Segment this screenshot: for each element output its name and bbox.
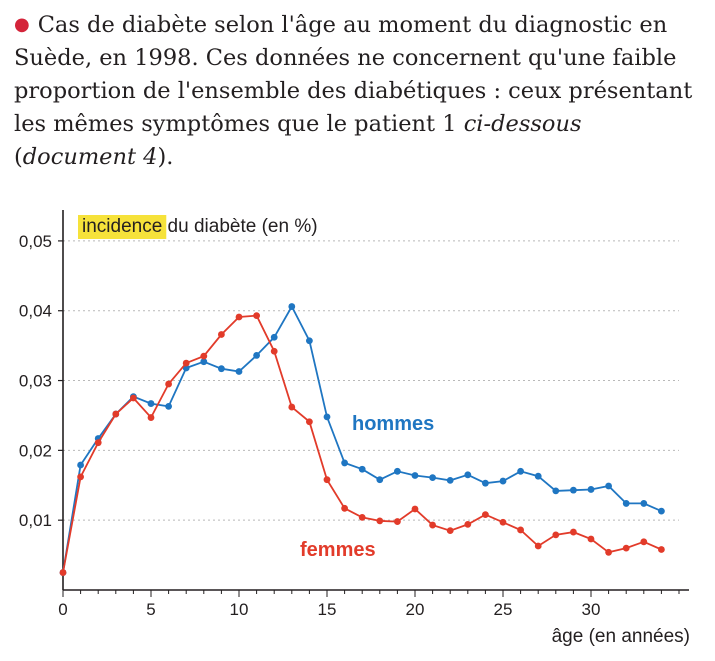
y-tick-label: 0,03 bbox=[19, 372, 52, 391]
data-point-hommes bbox=[253, 352, 260, 359]
data-point-hommes bbox=[534, 472, 542, 480]
data-point-femmes bbox=[253, 312, 260, 320]
data-point-femmes bbox=[640, 538, 648, 546]
data-point-femmes bbox=[394, 518, 401, 525]
data-point-femmes bbox=[482, 511, 489, 518]
data-point-femmes bbox=[59, 569, 67, 576]
data-point-femmes bbox=[499, 518, 507, 526]
ticks: 0,01 0,02 0,03 0,04 0,05 0 5 10 15 20 25 30 bbox=[19, 232, 680, 619]
data-point-femmes bbox=[77, 473, 84, 481]
data-point-femmes bbox=[605, 548, 612, 556]
y-axis-title-rest: du diabète (en %) bbox=[162, 216, 317, 237]
data-point-femmes bbox=[182, 359, 190, 367]
series-label-hommes: hommes bbox=[352, 413, 434, 435]
data-point-hommes bbox=[218, 365, 225, 373]
data-point-hommes bbox=[464, 471, 472, 479]
data-point-femmes bbox=[429, 521, 436, 529]
x-tick-label: 20 bbox=[406, 600, 425, 619]
caption-text-end: ). bbox=[157, 144, 174, 170]
data-point-hommes bbox=[605, 482, 612, 490]
data-point-femmes bbox=[570, 528, 577, 536]
y-tick-label: 0,05 bbox=[19, 232, 52, 251]
x-tick-label: 0 bbox=[58, 600, 67, 619]
y-tick-label: 0,01 bbox=[19, 511, 52, 530]
data-point-femmes bbox=[235, 313, 243, 321]
data-point-hommes bbox=[306, 337, 313, 345]
data-point-hommes bbox=[570, 486, 577, 494]
data-point-hommes bbox=[341, 459, 348, 467]
data-point-femmes bbox=[130, 394, 137, 402]
caption-document-ref: document 4 bbox=[22, 144, 158, 170]
data-point-femmes bbox=[306, 418, 313, 426]
y-tick-label: 0,02 bbox=[19, 441, 52, 460]
data-point-femmes bbox=[534, 542, 542, 550]
data-point-femmes bbox=[288, 403, 296, 411]
data-point-hommes bbox=[394, 467, 401, 475]
data-point-hommes bbox=[622, 500, 630, 507]
data-point-hommes bbox=[376, 476, 384, 484]
data-point-hommes bbox=[270, 333, 278, 341]
data-point-hommes bbox=[429, 474, 436, 481]
x-tick-label: 10 bbox=[230, 600, 249, 619]
data-point-femmes bbox=[587, 535, 595, 543]
data-point-hommes bbox=[499, 477, 507, 485]
data-point-femmes bbox=[517, 526, 524, 534]
data-point-femmes bbox=[552, 531, 560, 539]
data-point-femmes bbox=[658, 546, 665, 553]
x-axis-title: âge (en années) bbox=[552, 626, 690, 647]
figure-caption: ● Cas de diabète selon l'âge au moment du… bbox=[14, 8, 704, 174]
data-point-femmes bbox=[376, 517, 384, 525]
data-point-femmes bbox=[464, 520, 472, 528]
bullet-icon: ● bbox=[14, 14, 30, 35]
data-point-femmes bbox=[112, 410, 120, 418]
data-point-femmes bbox=[341, 504, 348, 512]
data-point-femmes bbox=[446, 527, 454, 535]
data-point-hommes bbox=[200, 358, 208, 366]
data-point-hommes bbox=[587, 486, 595, 493]
data-point-femmes bbox=[200, 352, 208, 360]
ylabel-highlight bbox=[78, 215, 167, 239]
axes bbox=[62, 210, 689, 591]
data-point-hommes bbox=[77, 461, 84, 469]
data-series bbox=[59, 303, 665, 576]
data-point-femmes bbox=[270, 347, 278, 355]
data-point-hommes bbox=[640, 500, 648, 507]
data-point-hommes bbox=[411, 472, 419, 479]
data-point-hommes bbox=[517, 467, 524, 475]
x-tick-label: 25 bbox=[494, 600, 513, 619]
y-axis-title: incidence du diabète (en %) bbox=[82, 216, 318, 237]
data-point-hommes bbox=[323, 413, 331, 421]
data-point-femmes bbox=[622, 544, 630, 552]
data-point-femmes bbox=[323, 476, 331, 484]
x-tick-label: 5 bbox=[146, 600, 155, 619]
data-point-femmes bbox=[165, 380, 173, 388]
data-point-hommes bbox=[165, 402, 173, 410]
data-point-hommes bbox=[658, 507, 665, 515]
caption-italic-ref: ci-dessous bbox=[463, 111, 582, 137]
grid-lines bbox=[63, 240, 679, 521]
x-tick-label: 15 bbox=[318, 600, 337, 619]
data-point-hommes bbox=[358, 465, 366, 473]
data-point-femmes bbox=[94, 439, 102, 447]
data-point-hommes bbox=[552, 487, 560, 495]
data-point-hommes bbox=[288, 303, 296, 310]
y-tick-label: 0,04 bbox=[19, 302, 52, 321]
data-point-femmes bbox=[411, 505, 419, 513]
caption-text: Cas de diabète selon l'âge au moment du … bbox=[14, 12, 693, 137]
data-point-hommes bbox=[235, 368, 243, 375]
data-point-femmes bbox=[147, 414, 155, 421]
data-point-hommes bbox=[482, 479, 489, 487]
series-label-femmes: femmes bbox=[300, 539, 376, 561]
caption-text-paren: ( bbox=[14, 144, 23, 170]
x-tick-label: 30 bbox=[582, 600, 601, 619]
y-axis-title-highlight: incidence bbox=[82, 216, 162, 237]
data-point-hommes bbox=[446, 476, 454, 484]
data-point-femmes bbox=[218, 331, 225, 338]
data-point-femmes bbox=[358, 513, 366, 521]
data-point-hommes bbox=[147, 400, 155, 407]
